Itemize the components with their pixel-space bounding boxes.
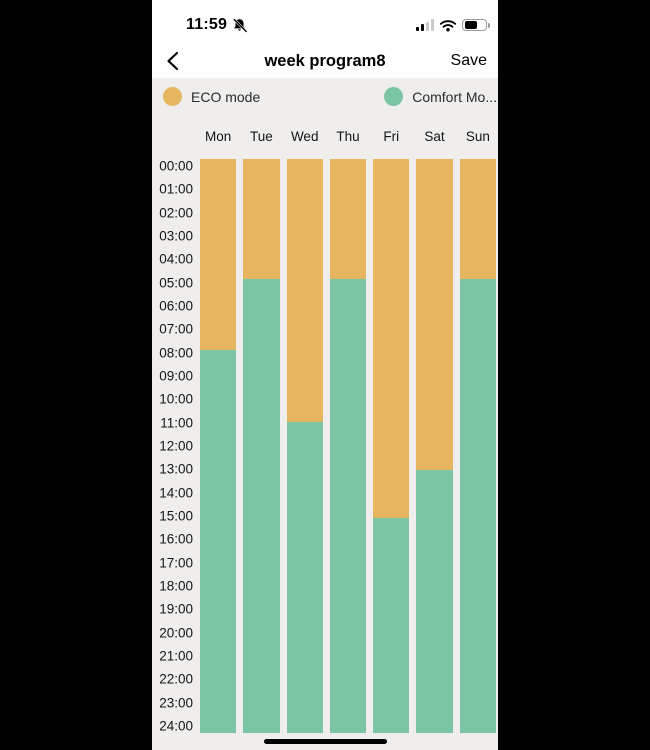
- status-bar: 11:59: [152, 0, 498, 44]
- day-column-mon[interactable]: [200, 159, 237, 733]
- time-tick-1700: 17:00: [159, 555, 193, 571]
- day-label-mon: Mon: [205, 129, 232, 144]
- time-tick-0400: 04:00: [159, 251, 193, 267]
- time-tick-1100: 11:00: [160, 415, 193, 431]
- comfort-segment-thu[interactable]: [329, 278, 367, 733]
- notifications-muted-icon: [231, 17, 248, 34]
- cellular-bar-1: [415, 26, 419, 31]
- legend-label-eco: ECO mode: [191, 88, 261, 105]
- cellular-bar-4: [430, 19, 434, 31]
- schedule-chart: 00:00 01:00 02:00 03:00 04:00 05:00 06:00 07:00…: [152, 159, 498, 733]
- status-time: 11:59: [186, 16, 228, 33]
- time-tick-2100: 21:00: [159, 648, 193, 664]
- comfort-segment-sun[interactable]: [459, 278, 496, 733]
- cellular-bar-2: [420, 24, 424, 31]
- app-viewport: 11:59: [152, 0, 498, 750]
- time-tick-2200: 22:00: [159, 671, 193, 687]
- day-column-thu[interactable]: [329, 159, 367, 733]
- comfort-segment-mon[interactable]: [200, 350, 237, 733]
- battery-icon: [462, 18, 490, 32]
- page-title: week program8: [264, 51, 386, 70]
- home-indicator[interactable]: [263, 739, 387, 744]
- day-column-tue[interactable]: [243, 159, 280, 733]
- day-column-sat[interactable]: [416, 159, 453, 733]
- legend-item-eco: ECO mode: [163, 87, 260, 106]
- time-tick-0900: 09:00: [159, 368, 193, 384]
- time-tick-2000: 20:00: [159, 625, 193, 641]
- day-column-wed[interactable]: [286, 159, 323, 733]
- eco-segment-mon[interactable]: [200, 159, 237, 351]
- day-label-sat: Sat: [424, 129, 445, 144]
- time-tick-2400: 24:00: [159, 718, 193, 734]
- save-button[interactable]: Save: [450, 52, 487, 69]
- nav-bar: week program8 Save: [152, 44, 498, 78]
- day-label-wed: Wed: [290, 129, 319, 144]
- time-tick-0700: 07:00: [159, 321, 193, 337]
- day-label-fri: Fri: [383, 129, 400, 144]
- time-tick-0800: 08:00: [159, 345, 193, 361]
- eco-segment-sun[interactable]: [459, 159, 496, 279]
- back-button[interactable]: [160, 44, 185, 78]
- time-tick-2300: 23:00: [159, 695, 193, 711]
- time-tick-0600: 06:00: [159, 298, 193, 314]
- time-tick-1600: 16:00: [159, 531, 193, 547]
- day-column-fri[interactable]: [373, 159, 410, 733]
- legend: ECO mode Comfort Mo...: [163, 87, 497, 106]
- eco-segment-sat[interactable]: [416, 159, 453, 470]
- eco-segment-fri[interactable]: [373, 159, 410, 518]
- time-axis: 00:00 01:00 02:00 03:00 04:00 05:00 06:00 07:00…: [152, 158, 193, 734]
- day-label-tue: Tue: [250, 129, 273, 144]
- legend-label-comfort: Comfort Mo...: [412, 88, 497, 105]
- cellular-signal-icon: [415, 19, 434, 31]
- status-bar-right: [415, 18, 490, 32]
- day-header-row: Mon Tue Wed Thu Fri Sat Sun: [200, 129, 496, 147]
- time-tick-0500: 05:00: [159, 275, 193, 291]
- time-tick-1000: 10:00: [159, 391, 193, 407]
- time-tick-0000: 00:00: [159, 158, 193, 174]
- wifi-icon: [439, 19, 457, 32]
- time-tick-0100: 01:00: [159, 181, 193, 197]
- battery-fill: [464, 21, 477, 29]
- time-tick-1300: 13:00: [159, 461, 193, 477]
- legend-item-comfort: Comfort Mo...: [384, 87, 497, 106]
- time-tick-1200: 12:00: [159, 438, 193, 454]
- eco-segment-tue[interactable]: [243, 159, 280, 279]
- time-tick-1400: 14:00: [159, 485, 193, 501]
- cellular-bar-3: [425, 21, 429, 31]
- day-label-sun: Sun: [465, 129, 490, 144]
- eco-segment-thu[interactable]: [329, 159, 367, 279]
- time-tick-0200: 02:00: [159, 205, 193, 221]
- time-tick-1500: 15:00: [159, 508, 193, 524]
- time-tick-1800: 18:00: [159, 578, 193, 594]
- battery-nub: [487, 23, 490, 29]
- comfort-segment-fri[interactable]: [373, 517, 410, 733]
- day-label-thu: Thu: [336, 129, 360, 144]
- chevron-left-icon: [166, 51, 179, 71]
- time-tick-0300: 03:00: [159, 228, 193, 244]
- eco-segment-wed[interactable]: [286, 159, 323, 423]
- time-tick-1900: 19:00: [159, 601, 193, 617]
- comfort-segment-wed[interactable]: [286, 422, 323, 733]
- comfort-mode-dot-icon: [384, 87, 404, 106]
- day-column-sun[interactable]: [459, 159, 496, 733]
- schedule-columns: [200, 159, 496, 733]
- eco-mode-dot-icon: [163, 87, 182, 106]
- comfort-segment-tue[interactable]: [243, 278, 280, 733]
- comfort-segment-sat[interactable]: [416, 469, 453, 733]
- status-bar-left: 11:59: [186, 16, 248, 34]
